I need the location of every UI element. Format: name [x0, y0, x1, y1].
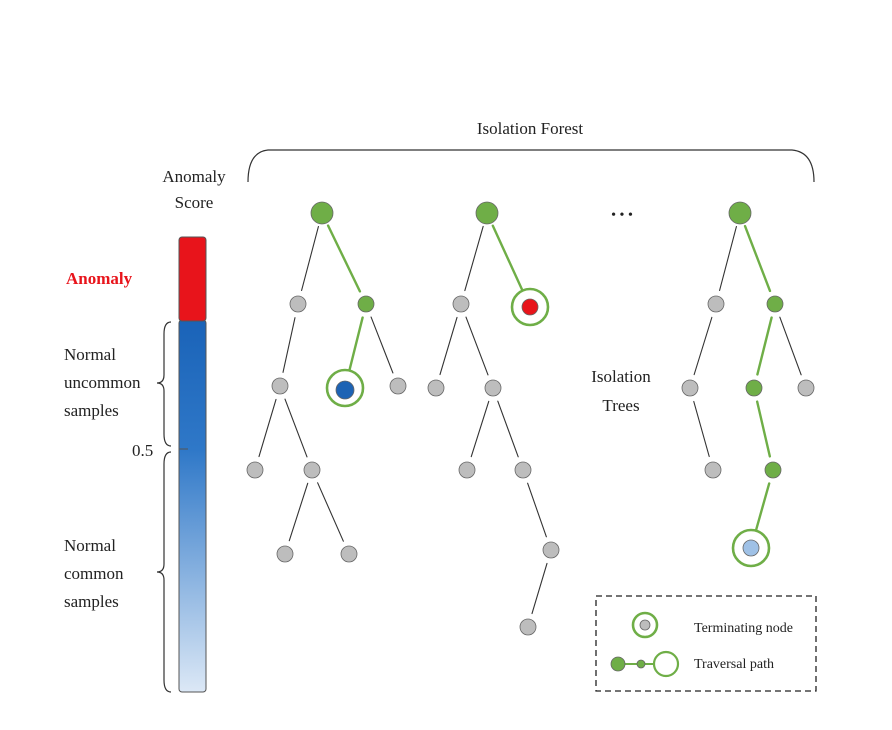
- tree-node: [452, 295, 470, 313]
- traversal-edge: [347, 316, 364, 376]
- traversal-edge: [755, 400, 772, 458]
- terminating-node-anomaly: [521, 298, 539, 316]
- uncommon-label-line2: uncommon: [64, 373, 141, 392]
- tree-edge: [301, 225, 319, 292]
- tree-node: [704, 461, 722, 479]
- tree-edge: [719, 225, 737, 292]
- brace-common: [156, 451, 172, 693]
- tree-node: [389, 377, 407, 395]
- tree-edge: [527, 482, 547, 538]
- tree-edge: [284, 398, 308, 458]
- tree-edge: [693, 400, 710, 458]
- traversal-node: [764, 461, 782, 479]
- tree-edge: [282, 317, 296, 373]
- tree-edge: [465, 316, 489, 376]
- threshold-label: 0.5: [132, 441, 154, 460]
- ellipsis: • • •: [611, 208, 633, 223]
- trees-label-line1: Isolation: [591, 367, 651, 386]
- tree-node: [427, 379, 445, 397]
- tree-node: [797, 379, 815, 397]
- tree-node: [519, 618, 537, 636]
- brace-uncommon: [156, 321, 172, 447]
- traversal-edge: [326, 224, 362, 293]
- traversal-edge: [491, 224, 526, 296]
- tree-edge: [779, 316, 802, 376]
- tree1-root-node: [310, 201, 334, 225]
- score-bar-normal: [178, 319, 207, 693]
- legend-traversal-label: Traversal path: [694, 657, 774, 672]
- legend-path-ring: [652, 650, 680, 678]
- score-title-line2: Score: [174, 193, 214, 212]
- tree-node: [514, 461, 532, 479]
- forest-title: Isolation Forest: [476, 119, 584, 138]
- tree-edge: [258, 398, 277, 458]
- traversal-node: [745, 379, 763, 397]
- tree-node: [542, 541, 560, 559]
- tree2-root-node: [475, 201, 499, 225]
- legend-box: [595, 595, 817, 692]
- anomaly-label: Anomaly: [66, 269, 133, 288]
- tree-edge: [470, 400, 490, 458]
- common-label-line3: samples: [64, 592, 119, 611]
- traversal-node: [357, 295, 375, 313]
- tree-edge: [464, 225, 484, 292]
- tree-node: [340, 545, 358, 563]
- tree-node: [484, 379, 502, 397]
- traversal-node: [766, 295, 784, 313]
- tree-node: [303, 461, 321, 479]
- score-title-line1: Anomaly: [162, 167, 226, 186]
- traversal-edge: [753, 482, 771, 536]
- trees-label-line2: Trees: [602, 396, 640, 415]
- legend-terminating-label: Terminating node: [694, 621, 793, 636]
- tree-node: [707, 295, 725, 313]
- legend-terminating-node: [639, 619, 651, 631]
- tree-node: [246, 461, 264, 479]
- uncommon-label-line3: samples: [64, 401, 119, 420]
- terminating-node-common: [742, 539, 760, 557]
- tree-node: [458, 461, 476, 479]
- tree-node: [681, 379, 699, 397]
- tree-node: [276, 545, 294, 563]
- tree-edge: [497, 400, 519, 458]
- forest-brace: [247, 149, 815, 183]
- tree-edge: [531, 562, 548, 615]
- uncommon-label-line1: Normal: [64, 345, 116, 364]
- tree-edge: [370, 316, 394, 374]
- traversal-edge: [756, 316, 773, 376]
- tree-edge: [439, 316, 458, 376]
- tree-edge: [317, 482, 344, 542]
- tree-edge: [693, 316, 713, 376]
- terminating-node-uncommon: [335, 380, 355, 400]
- legend-path-node-small: [636, 659, 646, 669]
- traversal-edge: [743, 224, 772, 293]
- tree3-root-node: [728, 201, 752, 225]
- tree-node: [271, 377, 289, 395]
- legend-path-node: [610, 656, 626, 672]
- score-bar-anomaly: [178, 236, 207, 322]
- tree-edge: [288, 482, 309, 542]
- common-label-line1: Normal: [64, 536, 116, 555]
- tree-node: [289, 295, 307, 313]
- common-label-line2: common: [64, 564, 124, 583]
